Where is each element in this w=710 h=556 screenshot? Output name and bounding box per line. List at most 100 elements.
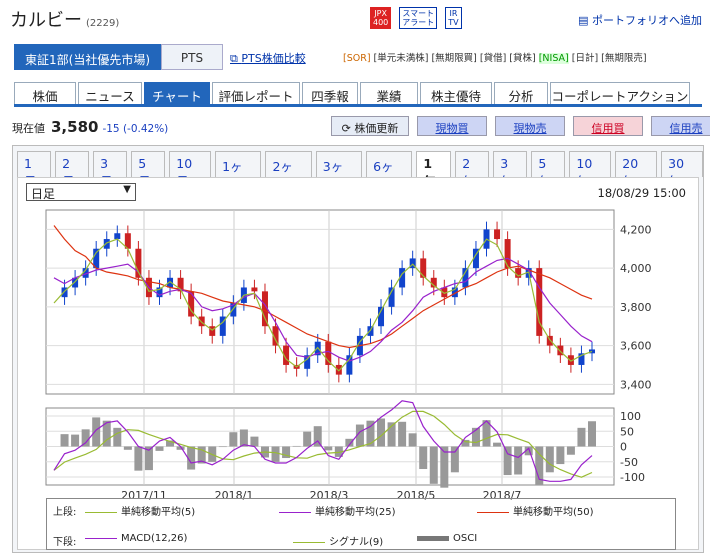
osci-bar bbox=[71, 434, 80, 447]
candle-body bbox=[378, 306, 385, 327]
interval-select[interactable]: 日足 ▼ bbox=[26, 183, 136, 201]
add-portfolio-link[interactable]: ▤ ポートフォリオへ追加 bbox=[578, 14, 702, 27]
candle-body bbox=[578, 353, 585, 365]
nav-report[interactable]: 評価レポート bbox=[212, 82, 300, 104]
candle-body bbox=[272, 326, 279, 346]
nav-news[interactable]: ニュース bbox=[78, 82, 142, 104]
osci-bar bbox=[282, 446, 291, 459]
nav-shikiho[interactable]: 四季報 bbox=[302, 82, 358, 104]
nav-price[interactable]: 株価 bbox=[14, 82, 76, 104]
osci-bar bbox=[144, 446, 153, 471]
candle-body bbox=[114, 233, 121, 240]
period-tab[interactable]: 2年 bbox=[455, 151, 490, 189]
jpx400-badge[interactable]: JPX 400 bbox=[370, 7, 392, 29]
period-tab[interactable]: 20年 bbox=[615, 151, 658, 189]
nav-corporate-action[interactable]: コーポレートアクション bbox=[550, 82, 690, 104]
osci-bar bbox=[303, 431, 312, 447]
candle-body bbox=[103, 239, 110, 249]
osci-bar bbox=[123, 446, 132, 450]
chart-panel: 1日2日3日5日10日1ヶ月2ヶ月3ヶ月6ヶ月1年2年3年5年10年20年30年… bbox=[12, 145, 704, 553]
ma5-line bbox=[53, 238, 593, 372]
candle-body bbox=[124, 233, 131, 249]
osci-bar bbox=[187, 446, 196, 470]
period-tab[interactable]: 5年 bbox=[531, 151, 566, 189]
period-tab[interactable]: 3ヶ月 bbox=[315, 151, 363, 193]
action-buttons: ⟳ 株価更新 現物買 現物売 信用買 信用売 bbox=[331, 116, 710, 136]
candle-body bbox=[567, 355, 574, 365]
period-tab[interactable]: 1日 bbox=[17, 151, 52, 189]
osci-bar bbox=[60, 434, 69, 447]
osci-bar bbox=[556, 446, 565, 465]
tab-tse1[interactable]: 東証1部(当社優先市場) bbox=[14, 44, 161, 70]
candle-body bbox=[462, 268, 469, 288]
period-tab[interactable]: 10日 bbox=[169, 151, 212, 189]
candle-body bbox=[93, 248, 100, 269]
price-pane-frame bbox=[45, 209, 615, 395]
period-tab[interactable]: 30年 bbox=[661, 151, 703, 189]
badge-group: JPX 400 スマート アラート IR TV bbox=[370, 7, 462, 29]
price-tick-label: 3,800 bbox=[620, 301, 652, 314]
period-tab[interactable]: 2日 bbox=[55, 151, 90, 189]
period-tab[interactable]: 3年 bbox=[493, 151, 528, 189]
osci-bar bbox=[398, 421, 407, 447]
osci-bar bbox=[250, 436, 259, 447]
osci-bar bbox=[345, 438, 354, 447]
osc-tick-label: -100 bbox=[620, 471, 645, 484]
osci-bar bbox=[166, 440, 175, 447]
period-tab[interactable]: 1年 bbox=[416, 151, 452, 189]
candle-body bbox=[409, 258, 416, 269]
period-tab[interactable]: 2ヶ月 bbox=[265, 151, 312, 193]
price-tick-label: 3,600 bbox=[620, 340, 652, 353]
nav-chart[interactable]: チャート bbox=[144, 82, 210, 104]
osci-bar bbox=[440, 446, 449, 488]
margin-buy-button[interactable]: 信用買 bbox=[573, 116, 643, 136]
period-tab[interactable]: 3日 bbox=[93, 151, 128, 189]
ma25-line bbox=[53, 257, 593, 362]
osci-bar bbox=[408, 433, 417, 447]
period-tab[interactable]: 1ヶ月 bbox=[215, 151, 262, 193]
period-tabs: 1日2日3日5日10日1ヶ月2ヶ月3ヶ月6ヶ月1年2年3年5年10年20年30年 bbox=[17, 151, 703, 193]
candle-body bbox=[283, 345, 290, 365]
margin-sell-button[interactable]: 信用売 bbox=[651, 116, 710, 136]
nav-results[interactable]: 業績 bbox=[360, 82, 418, 104]
candle-body bbox=[536, 268, 543, 336]
pts-compare-link[interactable]: ⧉ PTS株価比較 bbox=[230, 52, 306, 65]
osci-bar bbox=[524, 446, 533, 456]
osci-bar bbox=[419, 446, 428, 470]
candle-body bbox=[472, 248, 479, 269]
period-tab[interactable]: 6ヶ月 bbox=[366, 151, 413, 193]
period-tab[interactable]: 5日 bbox=[131, 151, 166, 189]
irtv-badge[interactable]: IR TV bbox=[445, 7, 462, 29]
osci-bar bbox=[461, 439, 470, 447]
spot-buy-button[interactable]: 現物買 bbox=[417, 116, 487, 136]
candle-body bbox=[504, 239, 511, 269]
candle-body bbox=[82, 268, 89, 278]
osci-bar bbox=[429, 446, 438, 484]
signal-line bbox=[53, 410, 593, 478]
spot-sell-button[interactable]: 現物売 bbox=[495, 116, 565, 136]
nav-benefits[interactable]: 株主優待 bbox=[420, 82, 492, 104]
current-price: 3,580 bbox=[51, 118, 99, 136]
osci-bar bbox=[113, 427, 122, 447]
osc-tick-label: 0 bbox=[620, 441, 627, 454]
candle-body bbox=[399, 268, 406, 288]
osci-bar bbox=[377, 418, 386, 447]
candle-body bbox=[335, 364, 342, 375]
tab-pts[interactable]: PTS bbox=[161, 44, 223, 70]
price-change: -15 (-0.42%) bbox=[102, 123, 169, 135]
nav-analysis[interactable]: 分析 bbox=[494, 82, 548, 104]
period-tab[interactable]: 10年 bbox=[569, 151, 612, 189]
smart-alert-badge[interactable]: スマート アラート bbox=[399, 7, 438, 29]
osci-bar bbox=[334, 446, 343, 457]
stock-title: カルビー (2229) bbox=[10, 10, 120, 31]
price-row: 現在値 3,580 -15 (-0.42%) bbox=[12, 118, 169, 136]
osci-bar bbox=[229, 432, 238, 447]
candle-body bbox=[135, 248, 142, 278]
price-chart: 4,2004,0003,8003,6003,400100500-50-10020… bbox=[45, 209, 652, 502]
candle-body bbox=[430, 277, 437, 288]
refresh-button[interactable]: ⟳ 株価更新 bbox=[331, 116, 409, 136]
osci-bar bbox=[102, 420, 111, 447]
osci-bar bbox=[514, 446, 523, 475]
candle-body bbox=[261, 291, 268, 327]
candle-body bbox=[367, 326, 374, 336]
